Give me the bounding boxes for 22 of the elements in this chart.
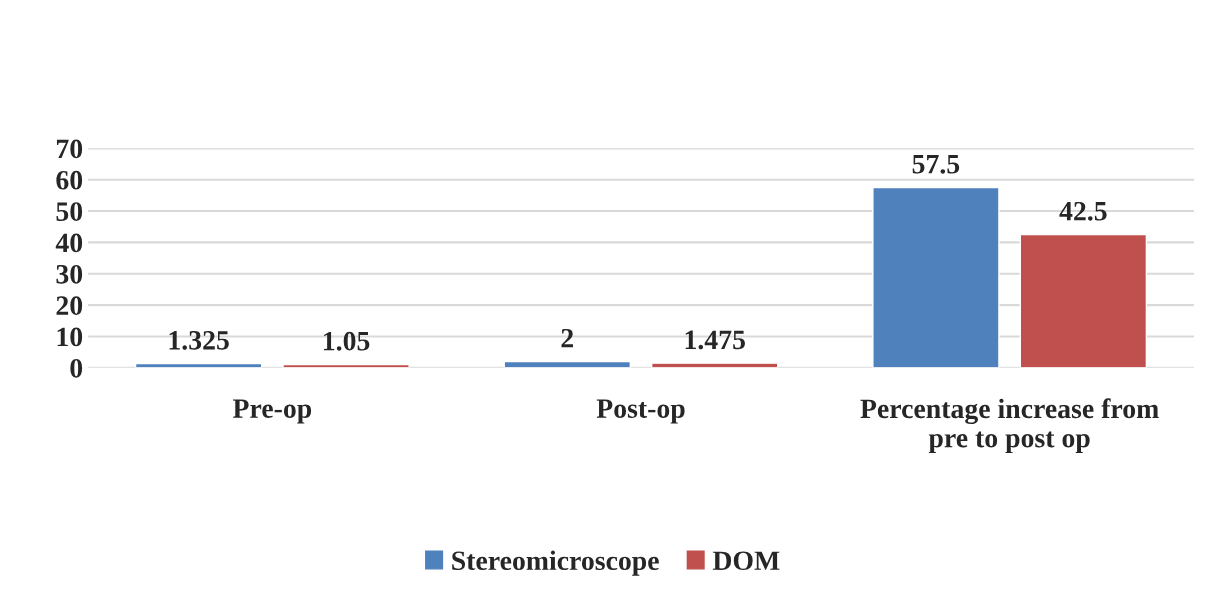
data-label: 42.5	[1059, 201, 1107, 221]
data-label: 1.325	[169, 331, 229, 350]
x-tick-label: Post-op	[596, 399, 685, 424]
y-tick-label: 20	[56, 296, 83, 316]
bar	[1019, 233, 1148, 368]
x-tick-label: Pre-op	[232, 399, 312, 424]
y-tick-label: 50	[56, 202, 83, 221]
data-label: 57.5	[912, 155, 960, 174]
legend-label: Stereomicroscope	[452, 550, 659, 576]
y-tick-label: 30	[56, 264, 83, 284]
y-tick-label: 0	[70, 358, 83, 378]
x-tick-label: Percentage increase from pre to post op	[860, 398, 1159, 454]
bar	[872, 186, 1000, 368]
y-tick-label: 60	[56, 170, 83, 190]
data-label: 2	[561, 328, 574, 348]
data-label: 1.475	[685, 330, 745, 350]
legend-label: DOM	[712, 551, 780, 571]
bar	[650, 362, 779, 368]
y-tick-label: 10	[57, 327, 83, 347]
data-label: 1.05	[324, 331, 370, 351]
y-tick-label: 70	[56, 139, 83, 159]
y-tick-label: 40	[55, 233, 83, 253]
